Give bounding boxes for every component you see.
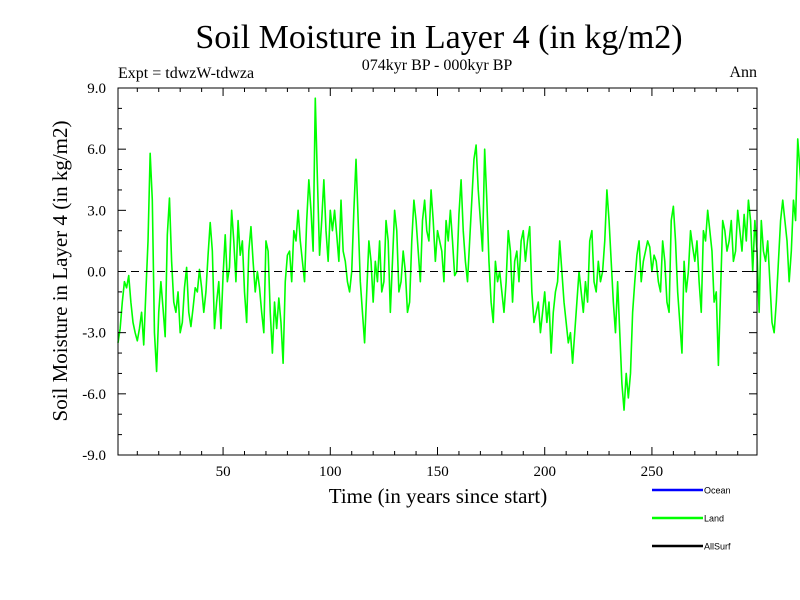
y-tick-label: 3.0 (87, 203, 106, 219)
y-tick-label: 6.0 (87, 142, 106, 158)
y-tick-label: 0.0 (87, 265, 106, 281)
y-tick-label: -6.0 (82, 387, 106, 403)
experiment-label: Expt = tdwzW-tdwza (118, 65, 254, 82)
legend-label-allsurf: AllSurf (704, 542, 731, 552)
season-label: Ann (729, 64, 757, 81)
x-tick-label: 200 (533, 464, 556, 480)
chart-title: Soil Moisture in Layer 4 (in kg/m2) (195, 19, 682, 56)
period-label: 074kyr BP - 000kyr BP (362, 57, 513, 74)
x-tick-label: 100 (319, 464, 342, 480)
x-tick-label: 250 (641, 464, 664, 480)
y-tick-label: -3.0 (82, 326, 106, 342)
series-line-land (117, 97, 800, 411)
legend: Ocean Land AllSurf (652, 486, 731, 552)
y-tick-label: -9.0 (82, 448, 106, 464)
y-axis-label: Soil Moisture in Layer 4 (in kg/m2) (48, 121, 72, 422)
y-tick-label: 9.0 (87, 81, 106, 97)
legend-label-ocean: Ocean (704, 486, 731, 496)
plot-area: -9.0 -6.0 -3.0 0.0 3.0 6.0 9.0 50 100 150 200 250 (82, 81, 800, 480)
x-tick-label: 150 (426, 464, 449, 480)
x-axis-label: Time (in years since start) (329, 484, 548, 508)
x-tick-label: 50 (216, 464, 231, 480)
legend-label-land: Land (704, 514, 724, 524)
